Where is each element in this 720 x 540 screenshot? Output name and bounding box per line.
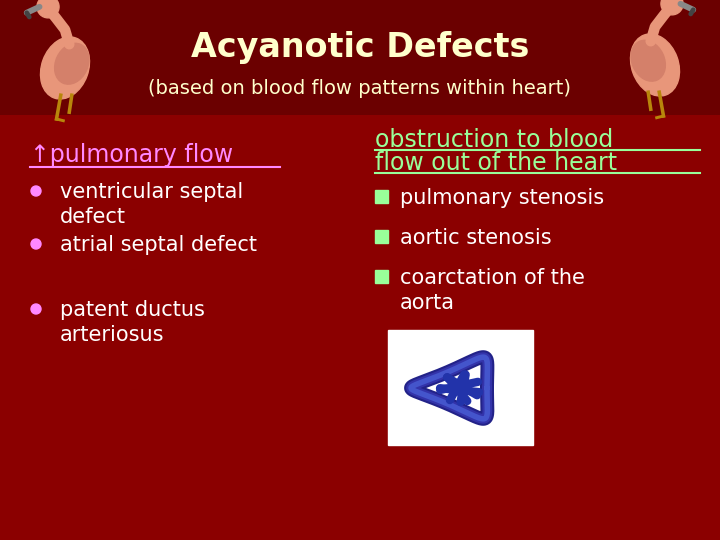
Text: pulmonary stenosis: pulmonary stenosis xyxy=(400,188,604,208)
Bar xyxy=(0,0,720,115)
Circle shape xyxy=(31,186,41,196)
Text: patent ductus
arteriosus: patent ductus arteriosus xyxy=(60,300,205,345)
Circle shape xyxy=(31,304,41,314)
Ellipse shape xyxy=(40,37,89,99)
Bar xyxy=(375,230,388,243)
Text: ventricular septal
defect: ventricular septal defect xyxy=(60,182,243,227)
Bar xyxy=(375,190,388,203)
Text: aortic stenosis: aortic stenosis xyxy=(400,228,552,248)
Circle shape xyxy=(37,0,59,18)
Text: Acyanotic Defects: Acyanotic Defects xyxy=(191,31,529,64)
Ellipse shape xyxy=(55,43,89,84)
Text: flow out of the heart: flow out of the heart xyxy=(375,151,617,175)
Text: obstruction to blood: obstruction to blood xyxy=(375,128,613,152)
Bar xyxy=(375,270,388,283)
Circle shape xyxy=(31,239,41,249)
Ellipse shape xyxy=(631,40,665,81)
Text: ↑pulmonary flow: ↑pulmonary flow xyxy=(30,143,233,167)
Text: atrial septal defect: atrial septal defect xyxy=(60,235,257,255)
Text: (based on blood flow patterns within heart): (based on blood flow patterns within hea… xyxy=(148,78,572,98)
Ellipse shape xyxy=(631,34,680,96)
Bar xyxy=(388,330,533,445)
Text: coarctation of the
aorta: coarctation of the aorta xyxy=(400,268,585,313)
Circle shape xyxy=(661,0,683,15)
